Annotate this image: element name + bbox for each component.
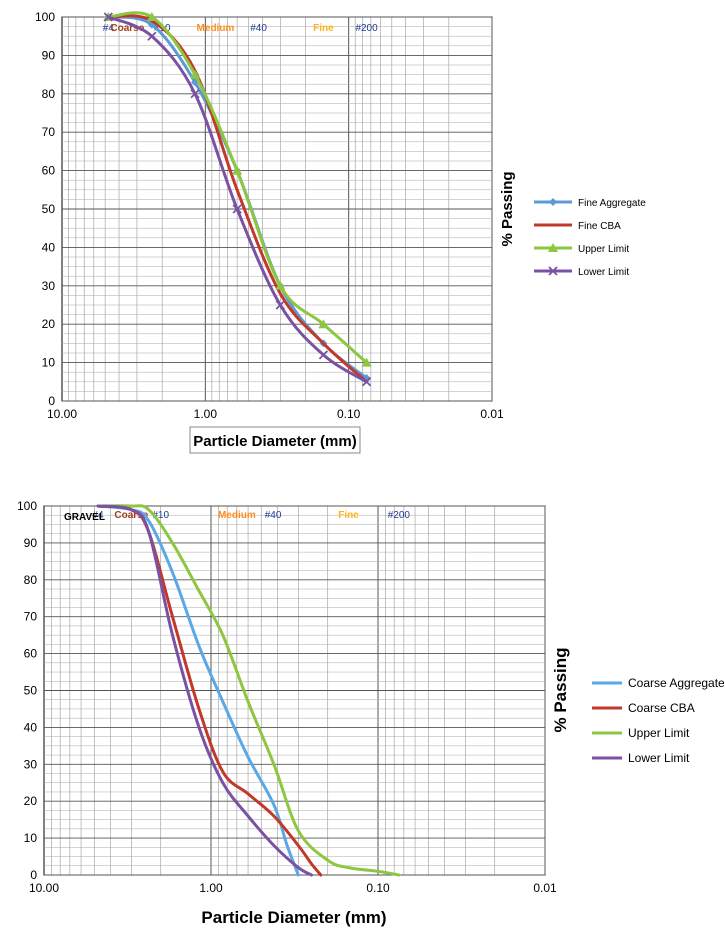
x-tick-label: 10.00 bbox=[47, 407, 77, 421]
legend-marker bbox=[549, 198, 557, 206]
y-tick-label: 20 bbox=[42, 317, 56, 331]
bottom-chart: #4 Coarse #10 Medium #40 Fine #200 GRAVEL 0 10 2… bbox=[17, 499, 725, 927]
band-label: #200 bbox=[388, 510, 411, 521]
top-y-axis-label: % Passing bbox=[499, 171, 516, 246]
data-point bbox=[103, 12, 113, 22]
band-label: Medium bbox=[218, 510, 256, 521]
x-tick-label: 0.01 bbox=[480, 407, 504, 421]
band-label: #200 bbox=[355, 23, 378, 34]
bottom-band-labels: #4 Coarse #10 Medium #40 Fine #200 bbox=[92, 510, 410, 521]
y-tick-label: 90 bbox=[42, 48, 56, 62]
data-point bbox=[147, 31, 157, 41]
y-tick-label: 60 bbox=[24, 647, 38, 661]
legend-label: Coarse CBA bbox=[628, 701, 695, 715]
bottom-y-ticks: 0 10 20 30 40 50 60 70 80 90 100 bbox=[17, 499, 37, 882]
band-label: Fine bbox=[338, 510, 359, 521]
y-tick-label: 40 bbox=[42, 240, 56, 254]
y-tick-label: 0 bbox=[48, 394, 55, 408]
y-tick-label: 50 bbox=[42, 202, 56, 216]
series-line-fine-cba bbox=[106, 14, 369, 384]
y-tick-label: 70 bbox=[42, 125, 56, 139]
legend-label: Fine CBA bbox=[578, 221, 621, 232]
y-tick-label: 20 bbox=[24, 794, 38, 808]
bottom-y-axis-label: % Passing bbox=[551, 647, 570, 732]
gravel-label: GRAVEL bbox=[64, 512, 105, 523]
bottom-grid bbox=[44, 505, 546, 876]
legend-label: Upper Limit bbox=[578, 244, 629, 255]
bottom-x-axis-label: Particle Diameter (mm) bbox=[201, 908, 386, 927]
data-point bbox=[318, 319, 329, 329]
top-x-axis-label: Particle Diameter (mm) bbox=[193, 433, 356, 450]
series-line-upper-limit bbox=[96, 504, 401, 877]
top-x-ticks: 10.00 1.00 0.10 0.01 bbox=[47, 407, 504, 421]
top-series bbox=[103, 11, 372, 387]
band-label: #10 bbox=[152, 510, 169, 521]
y-tick-label: 0 bbox=[30, 868, 37, 882]
legend-label: Lower Limit bbox=[578, 267, 629, 278]
y-tick-label: 30 bbox=[42, 279, 56, 293]
bottom-legend: Coarse Aggregate Coarse CBA Upper Limit Low… bbox=[592, 676, 725, 765]
y-tick-label: 80 bbox=[42, 87, 56, 101]
band-label: #40 bbox=[250, 23, 267, 34]
band-label: Fine bbox=[313, 23, 334, 34]
legend-label: Lower Limit bbox=[628, 751, 690, 765]
legend-label: Coarse Aggregate bbox=[628, 676, 725, 690]
bottom-x-ticks: 10.00 1.00 0.10 0.01 bbox=[29, 881, 557, 895]
y-tick-label: 50 bbox=[24, 684, 38, 698]
y-tick-label: 60 bbox=[42, 164, 56, 178]
data-point bbox=[190, 69, 201, 79]
legend-marker bbox=[548, 243, 558, 252]
top-grid bbox=[62, 16, 493, 402]
bottom-series bbox=[96, 504, 401, 877]
data-point bbox=[275, 300, 285, 310]
data-point bbox=[232, 204, 242, 214]
y-tick-label: 80 bbox=[24, 573, 38, 587]
data-point bbox=[275, 280, 286, 290]
y-tick-label: 70 bbox=[24, 610, 38, 624]
band-label: #40 bbox=[265, 510, 282, 521]
legend-label: Fine Aggregate bbox=[578, 198, 646, 209]
top-legend: Fine Aggregate Fine CBA Upper Limit Lower L… bbox=[534, 198, 646, 278]
band-label: Coarse bbox=[110, 23, 144, 34]
x-tick-label: 0.10 bbox=[366, 881, 390, 895]
y-tick-label: 100 bbox=[17, 499, 37, 513]
y-tick-label: 30 bbox=[24, 757, 38, 771]
band-label: #4 bbox=[92, 510, 104, 521]
data-point bbox=[146, 12, 157, 21]
y-tick-label: 90 bbox=[24, 536, 38, 550]
x-tick-label: 1.00 bbox=[194, 407, 218, 421]
top-y-ticks: 0 10 20 30 40 50 60 70 80 90 100 bbox=[35, 10, 55, 408]
data-point bbox=[232, 165, 243, 175]
data-point bbox=[190, 89, 200, 99]
data-point bbox=[318, 350, 329, 360]
y-tick-label: 100 bbox=[35, 10, 55, 24]
band-label: #4 bbox=[103, 23, 115, 34]
x-tick-label: 10.00 bbox=[29, 881, 59, 895]
y-tick-label: 40 bbox=[24, 720, 38, 734]
y-tick-label: 10 bbox=[42, 356, 56, 370]
legend-label: Upper Limit bbox=[628, 726, 690, 740]
data-point bbox=[361, 357, 372, 367]
band-label: Medium bbox=[197, 23, 235, 34]
y-tick-label: 10 bbox=[24, 831, 38, 845]
band-label: Coarse bbox=[114, 510, 148, 521]
series-line-lower-limit bbox=[96, 504, 313, 877]
x-tick-label: 1.00 bbox=[199, 881, 223, 895]
top-xlabel-box bbox=[189, 426, 361, 454]
x-tick-label: 0.01 bbox=[533, 881, 557, 895]
data-point bbox=[361, 377, 372, 387]
x-tick-label: 0.10 bbox=[337, 407, 361, 421]
legend-marker bbox=[548, 266, 558, 276]
